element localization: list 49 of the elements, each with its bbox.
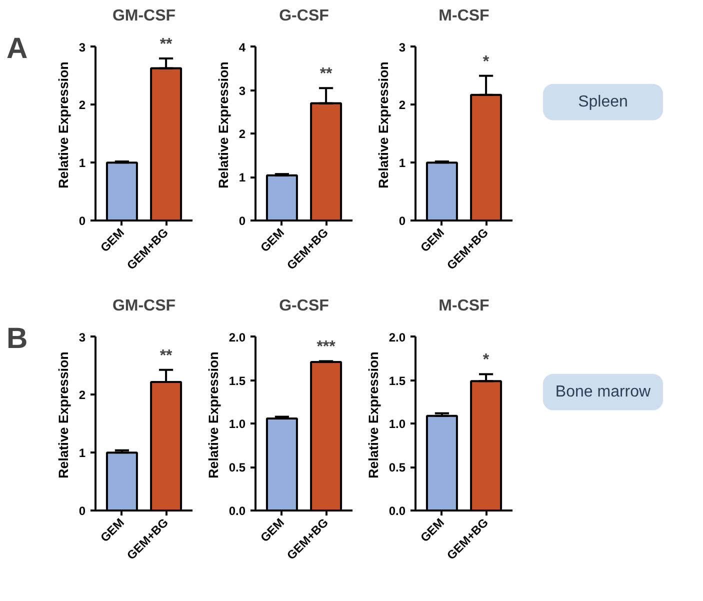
- chart-title: M-CSF: [438, 298, 490, 314]
- y-tick-label: 0: [238, 214, 246, 228]
- y-tick-label: 1.5: [388, 374, 406, 388]
- y-axis-title: Relative Expression: [206, 352, 221, 478]
- y-axis-title: Relative Expression: [366, 352, 381, 478]
- y-tick-label: 2.0: [388, 330, 406, 344]
- chart-title: GM-CSF: [112, 8, 176, 24]
- y-tick-label: 2.0: [228, 330, 246, 344]
- y-tick-label: 0.0: [388, 504, 406, 518]
- y-axis-title: Relative Expression: [56, 352, 71, 478]
- y-tick-label: 4: [238, 40, 246, 54]
- chart-title: M-CSF: [438, 8, 490, 24]
- y-tick-label: 0: [78, 504, 86, 518]
- chart-title: GM-CSF: [112, 298, 176, 314]
- y-tick-label: 3: [78, 330, 86, 344]
- y-tick-label: 2: [78, 388, 86, 402]
- y-tick-label: 0: [78, 214, 86, 228]
- y-tick-label: 3: [398, 40, 406, 54]
- y-axis-title: Relative Expression: [56, 62, 71, 188]
- annotation: *: [482, 352, 490, 369]
- y-tick-label: 3: [78, 40, 86, 54]
- y-tick-label: 3: [238, 84, 246, 98]
- y-axis-title: Relative Expression: [376, 62, 391, 188]
- chart-title: G-CSF: [279, 8, 330, 24]
- y-tick-label: 1.0: [228, 417, 246, 432]
- y-tick-label: 0.0: [228, 504, 246, 518]
- y-tick-label: 1: [78, 446, 86, 460]
- y-tick-label: 0.5: [228, 460, 246, 475]
- y-axis-title: Relative Expression: [216, 62, 231, 188]
- annotation: ***: [316, 338, 336, 356]
- y-tick-label: 1.5: [228, 374, 246, 388]
- y-tick-label: 0: [398, 214, 406, 228]
- text: Spleen: [578, 94, 628, 111]
- y-tick-label: 1: [398, 156, 406, 170]
- annotation: **: [320, 66, 334, 83]
- y-tick-label: 1.0: [388, 417, 406, 432]
- annotation: *: [482, 53, 490, 70]
- annotation: **: [160, 36, 174, 53]
- y-tick-label: 1: [78, 156, 86, 170]
- annotation: **: [160, 347, 174, 364]
- y-tick-label: 0.5: [388, 460, 406, 475]
- chart-title: G-CSF: [279, 298, 330, 314]
- text: Bone marrow: [555, 384, 652, 401]
- y-tick-label: 2: [238, 127, 246, 142]
- y-tick-label: 2: [398, 98, 406, 112]
- y-tick-label: 2: [78, 98, 86, 112]
- text: A: [6, 32, 28, 66]
- y-tick-label: 1: [238, 170, 246, 185]
- text: B: [6, 322, 28, 356]
